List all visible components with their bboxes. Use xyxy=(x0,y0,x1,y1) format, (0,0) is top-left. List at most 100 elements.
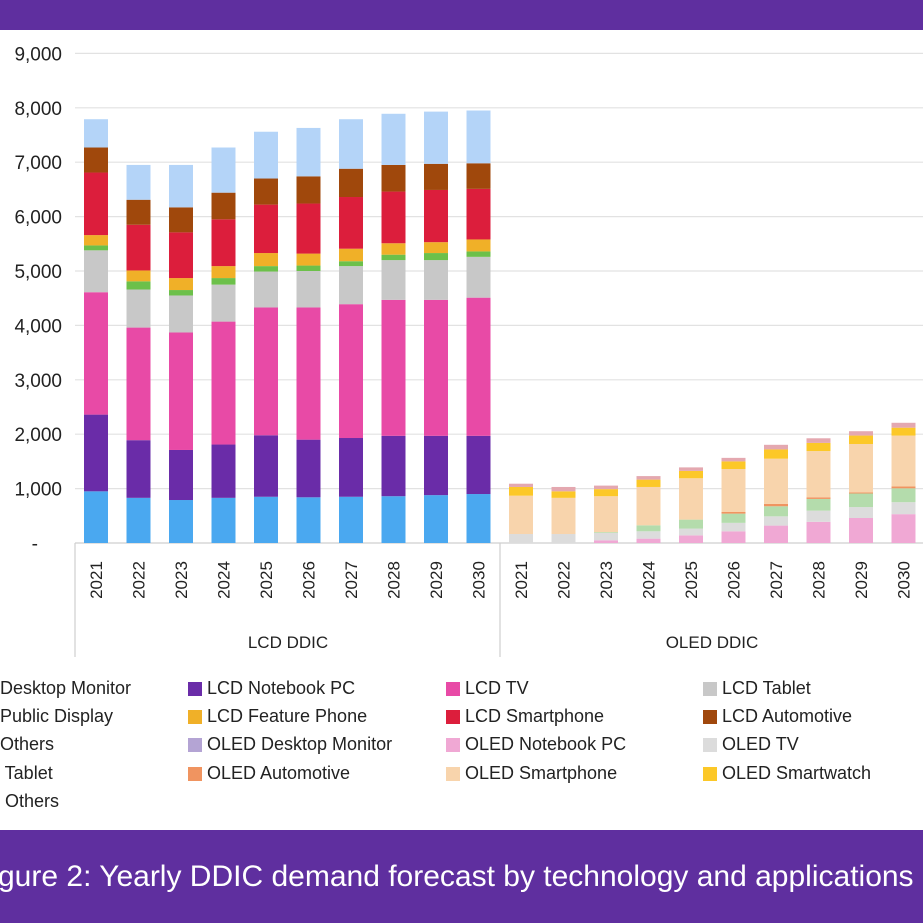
bar-segment xyxy=(806,510,831,522)
legend-swatch xyxy=(703,766,717,781)
bar-segment xyxy=(211,278,236,285)
legend-swatch xyxy=(446,737,460,752)
bar-segment xyxy=(636,525,661,532)
bar-segment xyxy=(424,299,448,436)
bar-segment xyxy=(126,497,151,543)
bar-segment xyxy=(509,483,533,487)
bar-segment xyxy=(126,164,151,200)
x-tick-label: 2021 xyxy=(512,561,531,599)
bar-segment xyxy=(254,271,278,308)
bar-segment xyxy=(721,511,746,514)
x-tick-label: 2023 xyxy=(597,561,616,599)
bar-segment xyxy=(806,442,831,452)
legend-item: Tablet xyxy=(0,763,53,784)
bar-segment xyxy=(381,113,406,165)
x-tick-label: 2030 xyxy=(470,561,489,599)
bar-segment xyxy=(381,260,406,300)
legend-item: OLED Desktop Monitor xyxy=(188,734,392,755)
bar-segment xyxy=(424,495,448,543)
legend-swatch xyxy=(188,766,202,781)
legend-label: OLED Smartwatch xyxy=(722,763,872,783)
legend-item: LCD Tablet xyxy=(703,678,811,699)
bar-segment xyxy=(84,245,108,251)
bar-segment xyxy=(424,253,448,261)
bar-segment xyxy=(594,540,618,543)
bar-segment xyxy=(424,435,448,496)
bar-segment xyxy=(211,266,236,279)
y-tick-label: 9,000 xyxy=(14,44,62,65)
bar-segment xyxy=(466,494,491,543)
x-tick-label: 2030 xyxy=(895,561,914,599)
bar-segment xyxy=(339,261,363,267)
bar-segment xyxy=(169,449,193,501)
legend-label: LCD Smartphone xyxy=(465,706,605,726)
bar-segment xyxy=(679,528,703,536)
bar-segment xyxy=(169,500,193,543)
legend-item: OLED TV xyxy=(703,734,799,755)
y-tick-label: 8,000 xyxy=(14,99,62,120)
bar-segment xyxy=(764,444,788,450)
x-tick-label: 2021 xyxy=(87,561,106,599)
bar-segment xyxy=(509,534,533,543)
bar-segment xyxy=(296,253,321,266)
legend-item: LCD Feature Phone xyxy=(188,706,367,727)
bar-segment xyxy=(721,469,746,512)
legend-swatch xyxy=(188,681,202,696)
bar-segment xyxy=(466,435,491,495)
x-tick-label: 2023 xyxy=(172,561,191,599)
x-tick-label: 2027 xyxy=(342,561,361,599)
bar-segment xyxy=(466,256,491,298)
x-tick-label: 2028 xyxy=(385,561,404,599)
legend-swatch xyxy=(188,709,202,724)
bar-segment xyxy=(126,289,151,328)
x-tick-label: 2024 xyxy=(640,561,659,599)
bar-segment xyxy=(849,492,873,494)
legend-item: LCD Automotive xyxy=(703,706,852,727)
bar-segment xyxy=(636,479,661,487)
bar-segment xyxy=(381,496,406,543)
header-bar xyxy=(0,0,923,30)
bar-segment xyxy=(764,503,788,507)
bar-segment xyxy=(424,260,448,300)
bar-segment xyxy=(84,250,108,293)
bar-segment xyxy=(254,204,278,254)
bar-segment xyxy=(891,435,916,487)
bar-segment xyxy=(126,224,151,271)
legend-swatch xyxy=(703,709,717,724)
bar-segment xyxy=(551,491,576,498)
bar-segment xyxy=(721,522,746,532)
bar-segment xyxy=(466,239,491,252)
bar-segment xyxy=(806,497,831,499)
bar-segment xyxy=(254,131,278,179)
x-tick-label: 2029 xyxy=(852,561,871,599)
bar-segment xyxy=(891,502,916,515)
legend-item: Others xyxy=(0,734,54,755)
bar-segment xyxy=(891,488,916,503)
bar-segment xyxy=(169,207,193,233)
bar-segment xyxy=(211,444,236,498)
bar-segment xyxy=(339,168,363,198)
bar-segment xyxy=(169,232,193,279)
bar-segment xyxy=(679,519,703,529)
bar-segment xyxy=(296,497,321,543)
x-tick-label: 2026 xyxy=(725,561,744,599)
bar-segment xyxy=(594,496,618,533)
legend-label: LCD Tablet xyxy=(722,678,811,698)
legend-label: OLED Desktop Monitor xyxy=(207,734,393,754)
bar-segment xyxy=(466,110,491,164)
bar-segment xyxy=(84,235,108,246)
bar-segment xyxy=(679,470,703,479)
bar-segment xyxy=(721,457,746,462)
x-tick-label: 2022 xyxy=(130,561,149,599)
bar-segment xyxy=(296,203,321,254)
bar-segment xyxy=(296,271,321,308)
bar-segment xyxy=(636,476,661,480)
bar-segment xyxy=(424,242,448,254)
bar-segment xyxy=(339,248,363,262)
bar-segment xyxy=(764,525,788,543)
legend-label: OLED Notebook PC xyxy=(465,734,627,754)
bar-segment xyxy=(721,461,746,470)
legend-item: LCD Smartphone xyxy=(446,706,604,727)
bar-segment xyxy=(254,496,278,543)
legend-swatch xyxy=(703,737,717,752)
